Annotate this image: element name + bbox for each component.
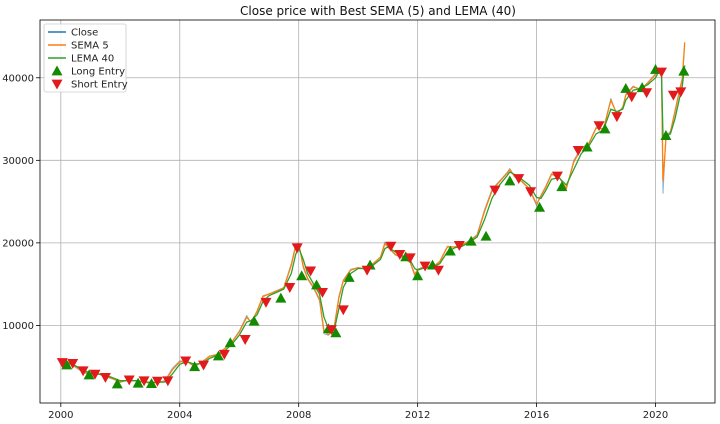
y-tick-label: 30000 <box>2 156 34 167</box>
long-entry-marker <box>660 130 672 140</box>
long-entry-marker <box>465 235 477 246</box>
short-entry-marker <box>260 297 272 308</box>
long-entry-marker <box>504 175 516 186</box>
short-entry-marker <box>432 265 444 276</box>
short-entry-marker <box>239 335 251 345</box>
long-entry-marker <box>61 359 73 370</box>
long-entry-marker <box>556 181 568 192</box>
short-entry-marker <box>284 283 296 293</box>
legend-box <box>43 23 127 93</box>
legend: Close SEMA 5 LEMA 40 Long Entry Short Entry <box>43 23 128 93</box>
short-entry-marker <box>611 112 623 123</box>
chart-title: Close price with Best SEMA (5) and LEMA … <box>240 4 516 18</box>
short-entry-marker <box>419 261 431 272</box>
long-entry-marker <box>534 201 546 212</box>
short-entry-marker <box>626 92 638 103</box>
long-entry-marker <box>343 272 355 282</box>
short-entry-marker <box>325 325 337 336</box>
short-entry-marker <box>305 266 317 277</box>
long-entry-marker <box>581 141 593 152</box>
series-lines <box>60 42 686 384</box>
short-entry-marker <box>89 369 101 380</box>
long-entry-marker <box>212 350 224 361</box>
long-entry-marker <box>132 377 144 388</box>
short-entry-marker <box>667 90 679 101</box>
x-tick-label: 2012 <box>405 410 430 421</box>
short-entry-marker <box>218 349 230 360</box>
short-entry-marker <box>361 265 373 276</box>
long-entry-marker <box>275 292 287 303</box>
legend-label: Close <box>71 28 98 39</box>
long-entry-marker <box>83 369 95 380</box>
x-tick-label: 2016 <box>524 410 549 421</box>
short-entry-marker <box>337 305 349 316</box>
short-entry-marker <box>162 376 174 387</box>
short-entry-marker <box>593 121 605 132</box>
long-entry-marker <box>330 327 342 338</box>
y-tick-label: 40000 <box>2 73 34 84</box>
long-entry-marker <box>620 83 632 93</box>
x-tick-label: 2000 <box>48 410 73 421</box>
entry-markers <box>56 64 690 389</box>
long-entry-marker <box>296 270 308 281</box>
grid <box>40 20 715 403</box>
short-entry-marker <box>138 376 150 387</box>
series-line-sema-5 <box>60 42 686 384</box>
short-entry-marker <box>551 171 563 182</box>
short-entry-marker <box>489 185 501 196</box>
long-entry-marker <box>311 279 323 290</box>
short-entry-marker <box>316 287 328 298</box>
legend-label: SEMA 5 <box>71 41 109 52</box>
long-entry-marker <box>146 378 158 389</box>
short-entry-marker <box>655 67 667 78</box>
long-entry-marker <box>678 65 690 76</box>
short-entry-marker <box>180 356 192 367</box>
short-entry-marker <box>151 376 163 387</box>
series-line-lema-40 <box>60 65 686 384</box>
short-entry-marker <box>56 358 68 369</box>
short-entry-marker <box>641 88 653 99</box>
long-entry-marker <box>224 337 236 348</box>
short-entry-marker <box>394 250 406 260</box>
y-tick-label: 20000 <box>2 238 34 249</box>
y-axis-ticks: 10000 20000 30000 40000 <box>2 73 40 332</box>
legend-label: LEMA 40 <box>71 54 114 65</box>
long-entry-marker <box>412 270 424 281</box>
short-entry-marker <box>198 360 210 371</box>
y-tick-label: 10000 <box>2 321 34 332</box>
short-entry-marker <box>291 243 303 254</box>
short-entry-marker <box>404 253 416 264</box>
short-entry-marker <box>675 87 687 98</box>
short-entry-marker <box>99 373 111 383</box>
short-entry-marker <box>385 241 397 252</box>
x-tick-label: 2008 <box>286 410 311 421</box>
short-entry-marker <box>572 146 584 156</box>
short-entry-marker <box>525 187 537 198</box>
long-entry-marker <box>599 123 611 134</box>
short-entry-marker <box>67 358 79 369</box>
plot-frame <box>39 19 716 404</box>
long-entry-marker <box>111 378 123 389</box>
short-entry-marker <box>77 366 89 377</box>
series-line-close <box>60 44 686 384</box>
x-axis-ticks: 2000 2004 2008 2012 2016 2020 <box>48 403 668 421</box>
short-entry-marker <box>453 240 465 251</box>
short-entry-marker <box>513 174 525 184</box>
legend-label: Short Entry <box>71 80 128 91</box>
legend-swatch <box>51 79 63 90</box>
long-entry-marker <box>444 245 456 256</box>
short-entry-marker <box>123 375 135 386</box>
x-tick-label: 2020 <box>643 410 668 421</box>
long-entry-marker <box>189 361 201 372</box>
x-tick-label: 2004 <box>167 410 192 421</box>
long-entry-marker <box>480 230 492 241</box>
legend-swatch <box>51 65 63 76</box>
legend-label: Long Entry <box>71 67 125 78</box>
long-entry-marker <box>248 315 260 326</box>
